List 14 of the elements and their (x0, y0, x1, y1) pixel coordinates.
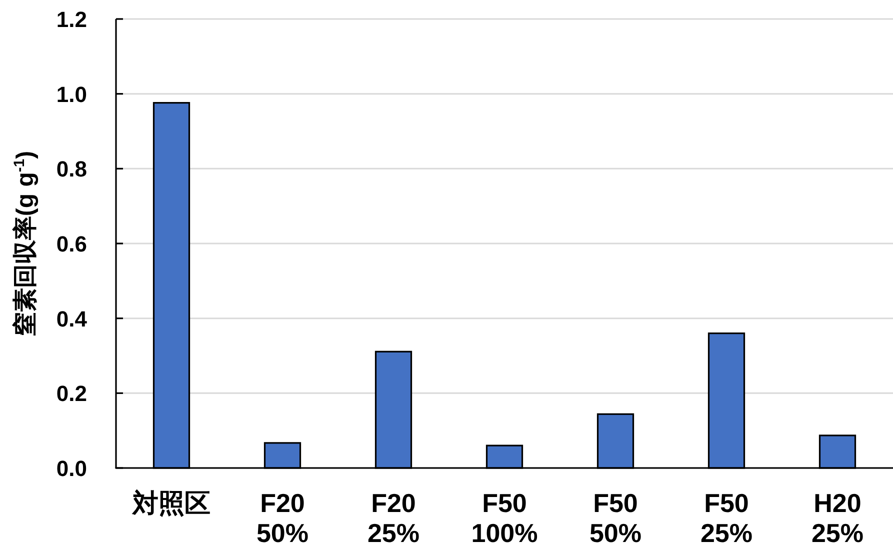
x-tick-label: 対照区 (132, 488, 210, 518)
x-tick-label: F50 50% (589, 488, 642, 548)
x-tick-label: F50 25% (700, 488, 753, 548)
y-tick-label: 0.4 (56, 306, 88, 332)
x-tick-label: F20 25% (367, 488, 420, 548)
x-tick-label: F50 100% (471, 488, 538, 548)
y-tick-label: 1.0 (56, 82, 87, 107)
y-tick-label: 0.0 (56, 456, 87, 481)
y-tick-label: 0.2 (56, 381, 87, 406)
y-tick-label: 1.2 (56, 6, 87, 32)
x-tick-label: F20 50% (256, 488, 309, 548)
y-tick-label: 0.8 (56, 156, 87, 182)
y-tick-label: 0.6 (56, 231, 87, 256)
x-tick-label: H20 25% (811, 488, 864, 548)
